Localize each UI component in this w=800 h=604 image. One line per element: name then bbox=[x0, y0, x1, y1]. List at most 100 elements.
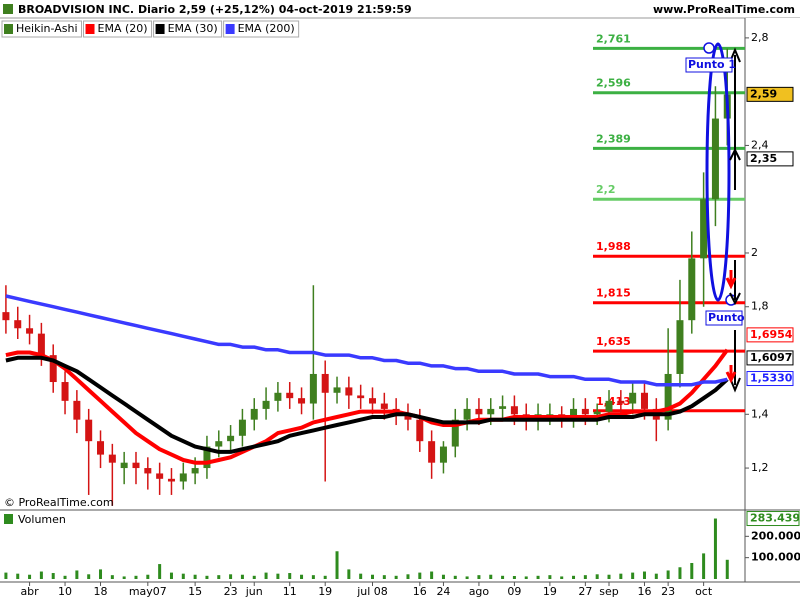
price-marker-label: 1,6954 bbox=[750, 328, 793, 341]
volume-bar bbox=[75, 570, 79, 579]
annotation-box bbox=[685, 57, 733, 73]
candle-body bbox=[298, 398, 306, 404]
legend-frame bbox=[83, 20, 153, 38]
candle-body bbox=[510, 406, 518, 415]
x-tick-label: 09 bbox=[507, 585, 521, 598]
candle-body bbox=[97, 441, 105, 455]
price-marker-label: 2,59 bbox=[750, 87, 777, 100]
volume-bar bbox=[229, 574, 233, 579]
legend-label: EMA (30) bbox=[168, 22, 218, 35]
volume-bar bbox=[99, 569, 103, 579]
volume-bar bbox=[548, 575, 552, 579]
volume-bar bbox=[713, 518, 717, 579]
candle-body bbox=[475, 408, 483, 415]
x-tick-label: 23 bbox=[661, 585, 675, 598]
volume-bar bbox=[87, 574, 91, 579]
candle-body bbox=[167, 478, 175, 482]
volume-bar bbox=[702, 553, 706, 579]
right-axis-bg bbox=[745, 18, 800, 582]
volume-bar bbox=[371, 574, 374, 579]
volume-bar bbox=[288, 573, 292, 579]
level-label: 2,2 bbox=[596, 183, 616, 196]
legend-swatch bbox=[4, 24, 13, 34]
volume-bar bbox=[595, 574, 599, 579]
point-circle bbox=[703, 42, 715, 54]
volume-bar bbox=[323, 575, 327, 579]
x-tick-label: 27 bbox=[578, 585, 592, 598]
candle-body bbox=[333, 387, 341, 393]
volume-bar bbox=[406, 574, 410, 579]
x-tick-label: may07 bbox=[129, 585, 167, 598]
candle-body bbox=[404, 414, 412, 420]
candle-body bbox=[132, 462, 140, 469]
x-tick-label: 10 bbox=[58, 585, 72, 598]
level-label: 1,815 bbox=[596, 287, 631, 300]
up-arrow bbox=[729, 147, 741, 161]
volume-bar bbox=[205, 575, 209, 579]
volume-bar bbox=[489, 574, 493, 579]
header-site: www.ProRealTime.com bbox=[653, 3, 795, 16]
volume-bar bbox=[690, 562, 694, 579]
candle-body bbox=[369, 398, 376, 404]
candle-body bbox=[238, 419, 246, 436]
candle-body bbox=[629, 392, 637, 404]
x-tick-label: 16 bbox=[413, 585, 427, 598]
y-tick-label: 100.000 bbox=[751, 551, 800, 564]
level-label: 2,761 bbox=[596, 32, 631, 45]
volume-bar bbox=[477, 575, 481, 579]
candle-body bbox=[345, 387, 353, 396]
level-label: 1,413 bbox=[596, 395, 631, 408]
candle-body bbox=[286, 392, 294, 399]
legend-frame bbox=[223, 20, 300, 38]
y-tick-label: 200.000 bbox=[751, 529, 800, 542]
x-tick-label: 16 bbox=[637, 585, 651, 598]
legend: Heikin-Ashi EMA (20) EMA (30) EMA (200) bbox=[1, 20, 300, 38]
volume-bar bbox=[560, 576, 564, 579]
candle-body bbox=[487, 408, 495, 415]
candle-body bbox=[640, 392, 648, 409]
volume-bar bbox=[654, 573, 658, 579]
x-tick-label: 15 bbox=[188, 585, 202, 598]
candle-body bbox=[26, 328, 34, 334]
volume-bar bbox=[347, 569, 351, 579]
ema-line bbox=[5, 348, 729, 465]
price-marker-box bbox=[746, 350, 794, 366]
candle-body bbox=[605, 400, 613, 412]
y-tick-label: 1,8 bbox=[751, 300, 769, 313]
price-marker-label: 1,5330 bbox=[750, 372, 793, 385]
level-label: 1,988 bbox=[596, 240, 631, 253]
down-arrow bbox=[725, 270, 737, 290]
candle-body bbox=[676, 320, 684, 374]
candle-body bbox=[108, 454, 116, 463]
volume-bar bbox=[666, 570, 670, 579]
candle-body bbox=[179, 473, 187, 482]
volume-bar bbox=[418, 572, 422, 579]
volume-bar bbox=[382, 575, 386, 579]
x-tick-label: sep bbox=[599, 585, 618, 598]
volume-bar bbox=[4, 572, 8, 579]
volume-bar bbox=[512, 576, 516, 579]
volume-bar bbox=[39, 571, 43, 579]
price-marker-box bbox=[746, 86, 794, 102]
annotation: Punto 1 bbox=[688, 58, 736, 71]
volume-bar bbox=[63, 575, 67, 579]
price-marker-label: 2,35 bbox=[750, 152, 777, 165]
plot-area: 2,761 2,596 2,389 2,2 1,988 1,815 1,635 1,413 bbox=[2, 32, 745, 579]
volume-bar bbox=[28, 574, 32, 579]
legend-frame bbox=[1, 20, 83, 38]
candle-body bbox=[215, 441, 223, 447]
volume-bar bbox=[642, 571, 646, 579]
volume-bar bbox=[146, 574, 150, 579]
legend-label: Heikin-Ashi bbox=[16, 22, 78, 35]
ema-line bbox=[5, 355, 729, 454]
candle-body bbox=[156, 473, 164, 479]
candle-body bbox=[309, 373, 317, 404]
volume-bar bbox=[276, 573, 280, 579]
volume-bar bbox=[536, 575, 540, 579]
volume-bar bbox=[607, 574, 611, 579]
volume-bar bbox=[134, 575, 138, 579]
x-tick-label: abr bbox=[20, 585, 39, 598]
candle-body bbox=[711, 118, 719, 200]
y-tick-label: 2 bbox=[751, 246, 758, 259]
